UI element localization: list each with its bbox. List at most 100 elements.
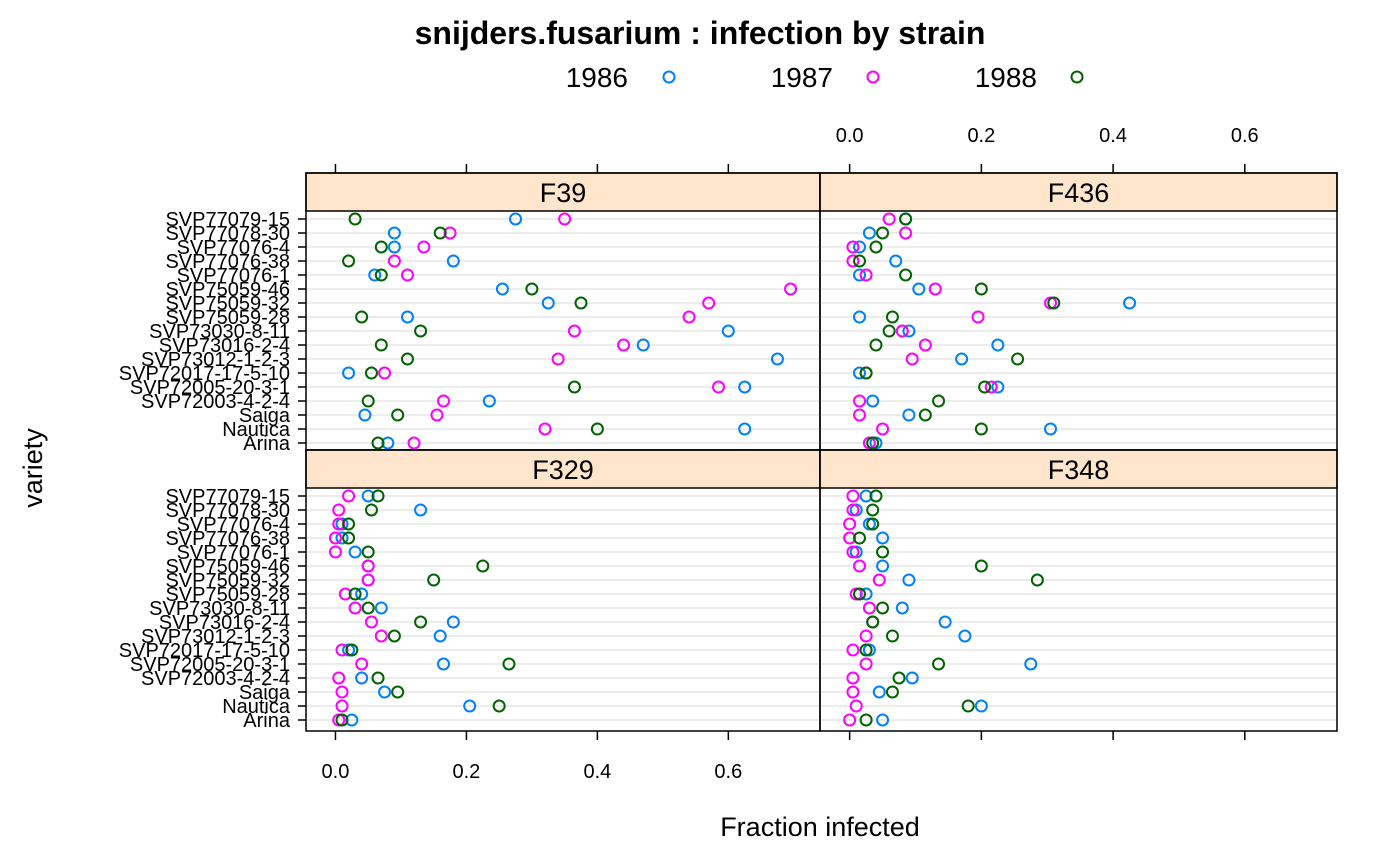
- point-F329-1987-Nautica: [335, 699, 349, 713]
- point-F329-1987-Saiga: [335, 685, 349, 699]
- point-F329-1987-SVP72005-20-3-1: [355, 657, 369, 671]
- point-F39-1986-SVP73030-8-11: [721, 324, 735, 338]
- point-F329-1987-SVP77076-1: [328, 545, 342, 559]
- point-F39-1987-Nautica: [538, 422, 552, 436]
- point-F39-1987-SVP72003-4-2-4: [437, 394, 451, 408]
- variety-label: SVP77076-4: [177, 237, 290, 259]
- point-F39-1988-SVP77078-30: [433, 226, 447, 240]
- point-F39-1987-SVP75059-32: [702, 296, 716, 310]
- point-F39-1986-SVP77076-1: [368, 268, 382, 282]
- legend-marker-1986: [662, 70, 676, 84]
- x-tick-label-top: 0.2: [967, 125, 995, 147]
- strip-label-F39: F39: [540, 178, 587, 208]
- point-F348-1988-SVP72017-17-5-10: [859, 643, 873, 657]
- panel-border: [819, 449, 1338, 732]
- point-F39-1986-SVP73012-1-2-3: [770, 352, 784, 366]
- variety-label: SVP72005-20-3-1: [130, 654, 290, 676]
- point-F329-1987-SVP72017-17-5-10: [335, 643, 349, 657]
- point-F39-1987-SVP77076-4: [417, 240, 431, 254]
- point-F39-1988-SVP72003-4-2-4: [361, 394, 375, 408]
- point-F329-1987-SVP77079-15: [342, 489, 356, 503]
- point-F436-1986-SVP73016-2-4: [991, 338, 1005, 352]
- point-F329-1988-SVP73030-8-11: [361, 601, 375, 615]
- variety-label: SVP75059-32: [165, 570, 290, 592]
- point-F348-1987-SVP75059-46: [853, 559, 867, 573]
- chart-title: snijders.fusarium : infection by strain: [415, 15, 986, 51]
- point-F348-1986-SVP77076-38: [876, 531, 890, 545]
- point-F348-1988-SVP75059-32: [1030, 573, 1044, 587]
- variety-label: SVP77076-38: [165, 251, 290, 273]
- point-F39-1988-SVP77076-38: [342, 254, 356, 268]
- point-F436-1988-SVP77076-1: [899, 268, 913, 282]
- point-F39-1986-SVP73016-2-4: [636, 338, 650, 352]
- variety-label: SVP77076-4: [177, 514, 290, 536]
- point-F348-1988-SVP73016-2-4: [866, 615, 880, 629]
- point-F348-1986-SVP72005-20-3-1: [1024, 657, 1038, 671]
- point-F436-1987-SVP73016-2-4: [918, 338, 932, 352]
- point-F329-1986-SVP77079-15: [361, 489, 375, 503]
- y-axis-title: variety: [18, 428, 48, 508]
- point-F436-1987-SVP73030-8-11: [895, 324, 909, 338]
- point-F348-1986-SVP73012-1-2-3: [958, 629, 972, 643]
- point-F348-1986-SVP73030-8-11: [895, 601, 909, 615]
- point-F39-1987-SVP73030-8-11: [567, 324, 581, 338]
- point-F329-1986-SVP75059-28: [355, 587, 369, 601]
- point-F39-1986-SVP75059-46: [495, 282, 509, 296]
- point-F436-1987-SVP72003-4-2-4: [853, 394, 867, 408]
- point-F39-1987-Saiga: [430, 408, 444, 422]
- variety-label: Saiga: [239, 682, 291, 704]
- point-F39-1986-SVP75059-32: [541, 296, 555, 310]
- panel-F39: F39SVP77079-15SVP77078-30SVP77076-4SVP77…: [119, 172, 821, 455]
- point-F329-1988-SVP72005-20-3-1: [502, 657, 516, 671]
- point-F348-1986-Arina: [876, 713, 890, 727]
- point-F348-1988-Arina: [859, 713, 873, 727]
- point-F329-1987-SVP77078-30: [332, 503, 346, 517]
- point-F436-1988-SVP75059-46: [974, 282, 988, 296]
- variety-label: Nautica: [222, 419, 291, 441]
- point-F348-1986-SVP75059-32: [902, 573, 916, 587]
- variety-label: SVP73030-8-11: [149, 321, 290, 343]
- point-F436-1986-SVP77076-38: [889, 254, 903, 268]
- point-F39-1987-SVP75059-28: [682, 310, 696, 324]
- point-F436-1987-SVP77076-38: [846, 254, 860, 268]
- point-F329-1988-SVP77076-38: [342, 531, 356, 545]
- legend-label-1988: 1988: [975, 62, 1037, 93]
- panels: F39SVP77079-15SVP77078-30SVP77076-4SVP77…: [119, 172, 1338, 732]
- point-F39-1988-SVP77076-4: [374, 240, 388, 254]
- point-F329-1986-SVP73016-2-4: [446, 615, 460, 629]
- variety-label: SVP72005-20-3-1: [130, 377, 290, 399]
- variety-label: SVP75059-46: [165, 279, 290, 301]
- variety-label: SVP75059-28: [165, 307, 290, 329]
- point-F348-1988-SVP73030-8-11: [876, 601, 890, 615]
- point-F436-1986-Saiga: [902, 408, 916, 422]
- point-F436-1988-Arina: [866, 436, 880, 450]
- point-F436-1987-SVP73012-1-2-3: [905, 352, 919, 366]
- point-F436-1987-SVP75059-46: [928, 282, 942, 296]
- point-F39-1986-Saiga: [358, 408, 372, 422]
- point-F39-1988-SVP73016-2-4: [374, 338, 388, 352]
- point-F348-1988-Nautica: [961, 699, 975, 713]
- point-F329-1988-Saiga: [391, 685, 405, 699]
- point-F39-1986-SVP77079-15: [509, 212, 523, 226]
- point-F39-1986-SVP77076-4: [387, 240, 401, 254]
- point-F329-1986-SVP73012-1-2-3: [433, 629, 447, 643]
- point-F436-1986-Nautica: [1044, 422, 1058, 436]
- point-F348-1986-SVP72003-4-2-4: [905, 671, 919, 685]
- point-F39-1986-SVP72005-20-3-1: [738, 380, 752, 394]
- point-F329-1988-SVP73016-2-4: [414, 615, 428, 629]
- point-F348-1988-SVP77078-30: [866, 503, 880, 517]
- point-F39-1988-Arina: [371, 436, 385, 450]
- point-F348-1987-Saiga: [846, 685, 860, 699]
- point-F39-1988-SVP77076-1: [374, 268, 388, 282]
- variety-label: SVP77076-1: [177, 265, 290, 287]
- point-F39-1988-SVP75059-46: [525, 282, 539, 296]
- point-F436-1986-SVP72003-4-2-4: [866, 394, 880, 408]
- point-F348-1986-SVP73016-2-4: [938, 615, 952, 629]
- variety-label: SVP73030-8-11: [149, 598, 290, 620]
- axes: 0.0 0.0 0.2 0.2 0.4 0.4 0.6 0.6: [322, 125, 1259, 783]
- legend: 1986 1987 1988: [566, 62, 1084, 93]
- point-F329-1988-Nautica: [492, 699, 506, 713]
- point-F348-1988-SVP77076-4: [866, 517, 880, 531]
- point-F329-1987-SVP77076-38: [328, 531, 342, 545]
